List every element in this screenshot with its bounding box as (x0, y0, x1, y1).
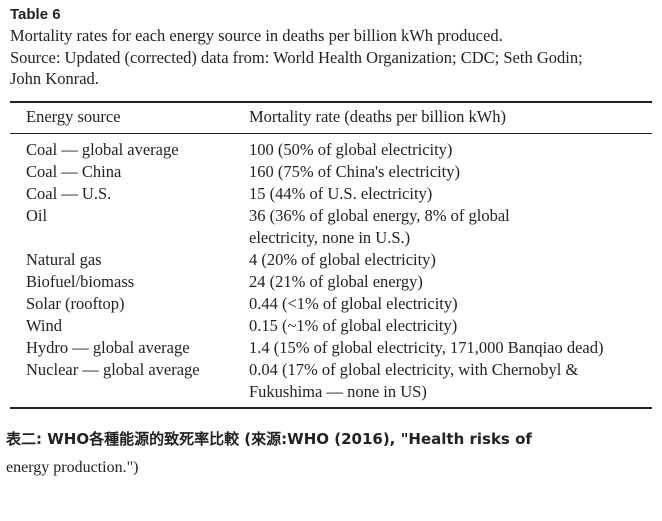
energy-source: Coal — China (26, 162, 122, 181)
mortality-rate: 36 (36% of global energy, 8% of global (249, 206, 510, 225)
bottom-rule (10, 407, 652, 409)
mortality-rate: 1.4 (15% of global electricity, 171,000 … (249, 338, 604, 357)
energy-source: Nuclear — global average (26, 360, 200, 379)
column-header: Mortality rate (deaths per billion kWh) (249, 107, 507, 126)
mortality-rate: 0.15 (~1% of global electricity) (249, 316, 458, 335)
caption-line: John Konrad. (10, 69, 99, 88)
footnote-line: energy production.") (6, 459, 139, 476)
mortality-rate: 24 (21% of global energy) (249, 272, 423, 291)
energy-source: Oil (26, 206, 48, 225)
footnote-line: 表二: WHO各種能源的致死率比較 (來源:WHO (2016), "Healt… (6, 430, 532, 448)
energy-source: Coal — global average (26, 140, 179, 159)
energy-source: Coal — U.S. (26, 184, 112, 203)
top-rule (10, 101, 652, 103)
table-title: Table 6 (10, 6, 61, 23)
mortality-rate: 0.44 (<1% of global electricity) (249, 294, 458, 313)
mortality-rate: Fukushima — none in US) (249, 382, 427, 401)
energy-source: Hydro — global average (26, 338, 190, 357)
energy-source: Solar (rooftop) (26, 294, 125, 313)
caption-line: Mortality rates for each energy source i… (10, 26, 503, 45)
mortality-rate: 15 (44% of U.S. electricity) (249, 184, 433, 203)
energy-source: Biofuel/biomass (26, 272, 135, 291)
caption-line: Source: Updated (corrected) data from: W… (10, 47, 583, 67)
energy-source: Natural gas (26, 250, 102, 269)
mortality-rate: 0.04 (17% of global electricity, with Ch… (249, 360, 579, 379)
column-header: Energy source (26, 107, 121, 126)
mortality-rate: electricity, none in U.S.) (249, 228, 411, 247)
header-rule (10, 133, 652, 134)
energy-source: Wind (26, 316, 62, 335)
mortality-rate: 160 (75% of China's electricity) (249, 162, 460, 181)
mortality-rate: 4 (20% of global electricity) (249, 250, 436, 269)
mortality-rate: 100 (50% of global electricity) (249, 140, 453, 159)
